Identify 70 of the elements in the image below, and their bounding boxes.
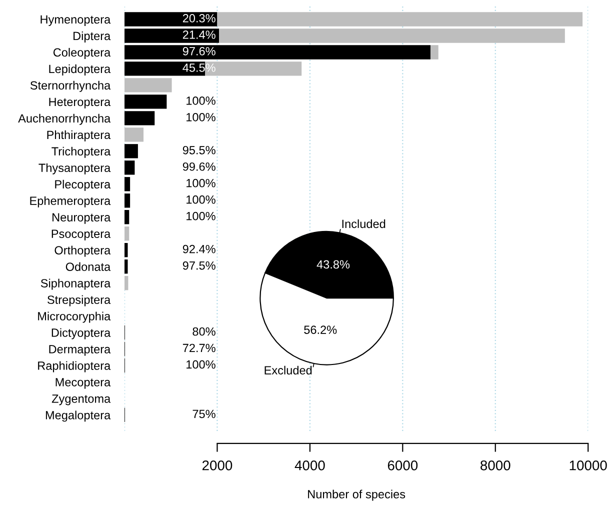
- y-tick-label: Auchenorrhyncha: [18, 114, 111, 125]
- slice-label: Included: [342, 219, 386, 228]
- bar: [124, 226, 130, 241]
- y-tick-label: Plecoptera: [55, 180, 111, 191]
- y-tick-label: Zygentoma: [52, 394, 111, 406]
- annotation: 21.4%: [182, 30, 216, 39]
- annotation: 92.4%: [182, 244, 216, 254]
- annotation: 100%: [186, 195, 216, 204]
- y-tick-label: Trichoptera: [52, 146, 111, 158]
- annotation: 100%: [186, 360, 216, 369]
- y-tick-label: Raphidioptera: [38, 361, 111, 372]
- bar: [124, 177, 130, 192]
- y-tick-label: Phthiraptera: [47, 130, 111, 142]
- annotation: 97.6%: [182, 47, 216, 56]
- y-tick-label: Hymenoptera: [40, 15, 111, 26]
- y-tick-label: Psocoptera: [52, 230, 111, 240]
- y-tick-label: Coleoptera: [53, 48, 111, 59]
- x-tick-label: 2000: [202, 460, 232, 470]
- bar: [124, 210, 130, 224]
- annotation: 100%: [186, 212, 216, 220]
- bar: [124, 242, 128, 258]
- x-tick-label: 6000: [388, 460, 418, 470]
- annotation: 75%: [192, 410, 216, 418]
- data-label: 56.2%: [304, 326, 337, 334]
- bar: [124, 78, 172, 92]
- annotation: 97.5%: [182, 261, 216, 270]
- y-tick-label: Dermaptera: [49, 345, 111, 356]
- bar: [217, 12, 583, 26]
- y-tick-label: Odonata: [66, 262, 111, 271]
- bar: [124, 94, 167, 109]
- bar: [124, 111, 155, 126]
- y-tick-label: Ephemeroptera: [30, 196, 111, 208]
- bar: [124, 194, 130, 208]
- slice-label: Excluded: [264, 366, 312, 375]
- bar: [124, 144, 138, 158]
- data-label: 43.8%: [316, 260, 350, 269]
- x-tick-label: 10000: [570, 460, 607, 470]
- bar: [219, 28, 565, 43]
- bar: [430, 45, 438, 60]
- bar: [124, 45, 430, 60]
- y-tick-label: Mecoptera: [56, 378, 111, 389]
- y-tick-label: Siphonaptera: [40, 278, 111, 290]
- bar: [124, 259, 128, 274]
- y-tick-label: Sternorrhyncha: [30, 80, 111, 92]
- x-tick-label: 4000: [294, 460, 325, 470]
- annotation: 72.7%: [182, 344, 216, 352]
- y-tick-label: Microcoryphia: [38, 312, 111, 323]
- bar: [124, 160, 135, 175]
- annotation: 100%: [186, 96, 216, 105]
- annotation: 100%: [186, 178, 216, 188]
- bar: [124, 128, 144, 142]
- annotation: 100%: [186, 112, 216, 122]
- x-tick-label: 8000: [480, 460, 510, 470]
- y-tick-label: Heteroptera: [49, 98, 111, 108]
- y-tick-label: Orthoptera: [54, 246, 111, 257]
- y-tick-label: Diptera: [74, 31, 111, 42]
- x-axis-title: Number of species: [308, 490, 406, 501]
- y-tick-label: Neuroptera: [52, 213, 111, 224]
- annotation: 95.5%: [182, 146, 216, 154]
- y-tick-label: Strepsiptera: [48, 295, 111, 306]
- annotation: 99.6%: [182, 162, 216, 171]
- bar: [124, 12, 218, 26]
- bar: [124, 28, 220, 43]
- y-tick-label: Dictyoptera: [52, 328, 111, 340]
- annotation: 80%: [192, 327, 216, 336]
- y-tick-label: Thysanoptera: [38, 163, 111, 174]
- y-tick-label: Megaloptera: [46, 410, 111, 422]
- bar: [124, 276, 128, 290]
- annotation: 20.3%: [182, 14, 216, 22]
- y-tick-label: Lepidoptera: [49, 64, 111, 76]
